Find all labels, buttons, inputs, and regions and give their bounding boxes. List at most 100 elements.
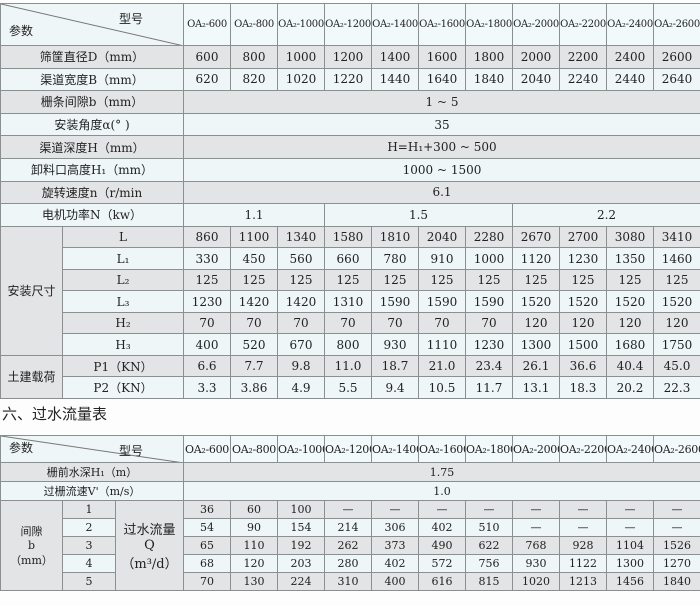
cell: 1456 [606,572,655,591]
cell: 1220 [324,67,372,92]
cell: 1640 [418,67,466,92]
cell: 3080 [606,225,654,249]
row-label: P1（KN） [62,354,184,378]
model-header-cell: OA₂-1800 [465,435,514,463]
cell: — [465,500,514,519]
row-label: 电机功率N（kw） [0,203,184,227]
row-install: L₂ 125 125 125 125 125 125 125 125 125 125 125 [1,268,700,292]
power-value: 1.5 [324,203,513,227]
model-header-cell: OA₂-800 [230,3,278,46]
cell: 125 [183,268,231,292]
gap-label: 间隙 [20,525,43,538]
model-header-cell: OA₂-2400 [606,435,655,463]
header-row: 型号 参数 OA₂-600 OA₂-800 OA₂-1000 OA₂-1200 OA₂-14… [0,435,700,463]
corner-header: 型号 参数 [0,3,184,46]
cell: 1000 [465,247,513,270]
model-header-cell: OA₂-1200 [324,3,372,46]
cell: 22.3 [653,376,700,399]
cell: 820 [230,67,278,92]
cell: 70 [371,311,419,335]
cell: 1310 [324,290,372,313]
row-label: H₃ [62,333,184,356]
row-install: H₃ 400 520 670 800 930 1110 1230 1300 1500 1680 175… [1,333,700,356]
cell: — [653,518,700,537]
cell: 622 [465,536,514,555]
cell: 13.1 [512,376,560,399]
cell: 40.4 [606,354,654,378]
gap-value: 2 [62,518,116,537]
row-velocity: 过栅流速V'（m/s） 1.0 [0,481,700,501]
cell: 1230 [559,247,607,270]
cell: 3.86 [230,376,278,399]
model-header-cell: OA₂-1400 [371,435,420,463]
cell: 910 [418,247,466,270]
row-label: P2（KN） [62,376,184,399]
group-label: 安装尺寸 [0,225,63,356]
cell: — [606,518,655,537]
model-header-cell: OA₂-1600 [418,3,466,46]
cell: 70 [465,311,513,335]
cell: 1440 [371,67,419,92]
cell: 70 [230,311,278,335]
row-power: 电机功率N（kw） 1.1 1.5 2.2 [0,203,700,227]
cell: 1020 [512,572,561,591]
gap-value: 3 [62,536,116,555]
cell: 400 [183,333,231,356]
cell: — [371,500,420,519]
cell: 2280 [465,225,513,249]
row-label: L [62,225,184,249]
cell: 125 [512,268,560,292]
gap-unit: （mm） [10,554,53,567]
cell: 2400 [606,45,654,69]
cell: 2040 [418,225,466,249]
cell: 1590 [418,290,466,313]
cell: 1680 [606,333,654,356]
cell: 1500 [559,333,607,356]
model-header-cell: OA₂-1000 [277,435,326,463]
gap-value: 1 [62,500,116,519]
row-label: L₂ [62,268,184,292]
cell: 2640 [653,67,700,92]
cell: 21.0 [418,354,466,378]
row-load: 土建载荷 P1（KN） 6.6 7.7 9.8 11.0 18.7 21.0 23.4 26.1 3… [0,354,700,399]
cell: 490 [418,536,467,555]
row-speed: 旋转速度n（r/min 6.1 [0,180,700,205]
flow-row: 4 68 120 203 280 402 572 756 930 1122 1300 1270 [1,554,700,573]
row-width: 渠道宽度B（mm） 620 820 1020 1220 1440 1640 1840 2040 2… [0,67,700,92]
parameter-header: 参数 [9,24,34,38]
cell: 2040 [512,67,560,92]
cell: 125 [418,268,466,292]
cell: 10.5 [418,376,466,399]
merged-value: 1.0 [183,481,700,501]
cell: 402 [418,518,467,537]
flow-table: 型号 参数 OA₂-600 OA₂-800 OA₂-1000 OA₂-1200 OA₂-14… [0,435,700,591]
model-header: 型号 [119,444,144,458]
cell: 815 [465,572,514,591]
cell: 1230 [465,333,513,356]
diagonal-divider [1,436,178,462]
cell: 120 [606,311,654,335]
cell: 1810 [371,225,419,249]
cell: 4.9 [277,376,325,399]
row-label: 栅前水深H₁（m） [0,462,185,482]
flow-row: 5 70 130 224 310 400 616 815 1020 1213 1456 1840 [1,572,700,591]
cell: 3.3 [183,376,231,399]
cell: 125 [324,268,372,292]
cell: 600 [183,45,231,69]
cell: 1520 [653,290,700,313]
merged-value: H=H₁+300 ~ 500 [183,135,700,159]
cell: 224 [277,572,326,591]
merged-value: 1 ~ 5 [183,90,700,114]
merged-value: 1000 ~ 1500 [183,157,700,182]
cell: 125 [277,268,325,292]
cell: 1200 [324,45,372,69]
cell: 18.3 [559,376,607,399]
row-label: L₁ [62,247,184,270]
cell: 1750 [653,333,700,356]
cell: 2600 [653,45,700,69]
cell: 1460 [653,247,700,270]
cell: 70 [183,572,232,591]
cell: 1100 [230,225,278,249]
cell: 280 [324,554,373,573]
cell: 2200 [559,45,607,69]
